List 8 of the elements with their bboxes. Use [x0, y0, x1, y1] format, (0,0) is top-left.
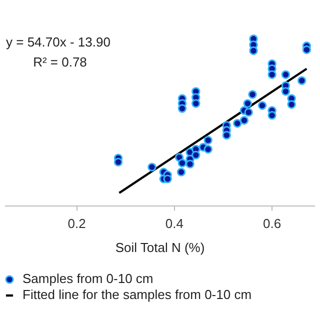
- annotation: y = 54.70x - 13.90: [6, 34, 110, 50]
- annotation: R² = 0.78: [33, 54, 87, 70]
- x-tick-label: 0.6: [262, 216, 282, 232]
- x-axis-title: Soil Total N (%): [115, 240, 205, 255]
- x-tick-label: 0.2: [68, 216, 86, 232]
- legend-label: Samples from 0-10 cm: [22, 271, 154, 286]
- x-tick-label: 0.4: [165, 216, 184, 232]
- legend-label: Fitted line for the samples from 0-10 cm: [22, 287, 252, 302]
